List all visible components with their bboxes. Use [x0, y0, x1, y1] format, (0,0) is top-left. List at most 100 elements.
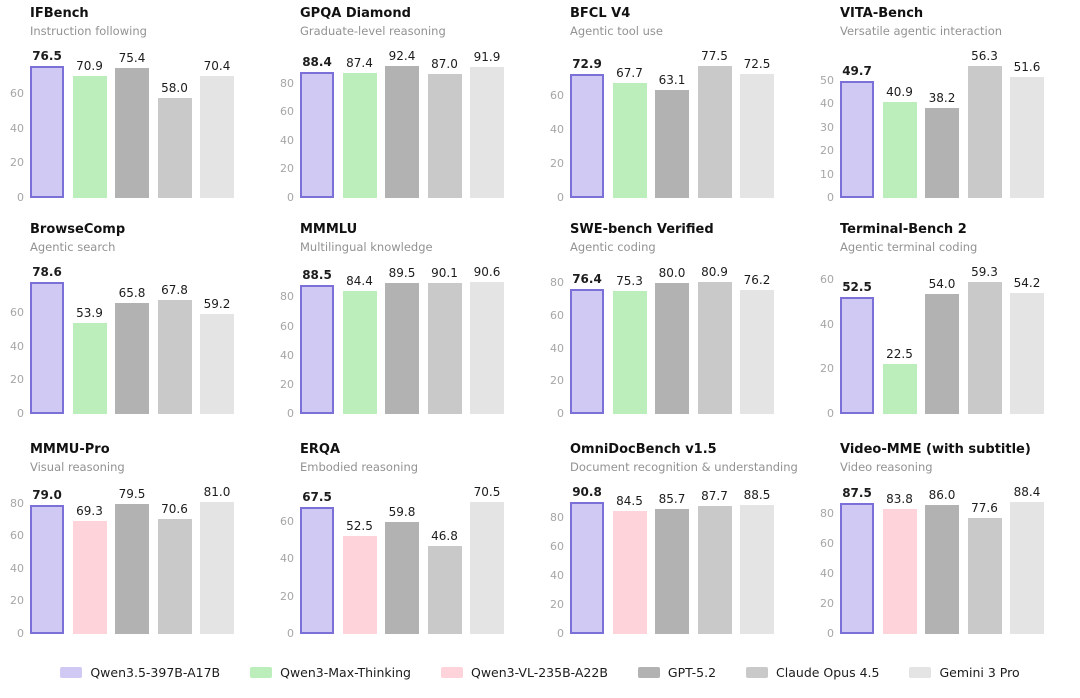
y-axis-tick-label: 20: [10, 156, 24, 170]
chart-title: OmniDocBench v1.5: [570, 442, 717, 457]
bar-value-label: 40.9: [886, 85, 913, 100]
bar-value-label: 79.5: [118, 487, 146, 502]
bar-value-label: 76.5: [32, 48, 62, 63]
chart-card: MMMLU Multilingual knowledge 0 20 40 60 80 88.5…: [270, 206, 540, 426]
bar-slot: 81.0: [200, 485, 234, 634]
bars-group: 72.9 67.7 63.1 77.5 72.5: [570, 49, 774, 198]
bar-slot: 80.0: [655, 266, 689, 414]
plot-area: 0 20 40 60 72.9 67.7 63.1 77.5 72.5: [550, 49, 774, 204]
y-axis-tick-label: 60: [280, 514, 294, 528]
bars-group: 78.6 53.9 65.8 67.8 59.2: [30, 265, 234, 414]
plot-area: 0 20 40 60 76.5 70.9 75.4 58.0 70.4: [10, 48, 234, 204]
bar-qwen3-5-397b-a17b: [300, 507, 334, 634]
bar-claude-opus-4-5: [157, 97, 192, 198]
plot-area: 0 20 40 60 80 88.4 87.4 92.4 87.0 91.9: [280, 48, 504, 204]
bar-slot: 90.8: [570, 485, 604, 634]
bar-gemini-3-pro: [740, 289, 774, 414]
bar-claude-opus-4-5: [427, 282, 462, 414]
legend-label: Gemini 3 Pro: [939, 664, 1020, 680]
bar-value-label: 65.8: [118, 286, 146, 301]
y-axis-tick-label: 20: [10, 373, 24, 387]
bar-slot: 90.1: [427, 266, 462, 414]
y-axis-tick-label: 0: [557, 407, 564, 420]
bar-slot: 69.3: [72, 486, 107, 634]
bar-gemini-3-pro: [1010, 501, 1044, 634]
bar-slot: 92.4: [385, 48, 419, 198]
y-axis-tick-label: 60: [280, 105, 294, 119]
bar-value-label: 54.0: [928, 276, 956, 291]
bar-qwen3-5-397b-a17b: [570, 73, 604, 198]
bar-gpt-5-2: [385, 521, 419, 634]
y-axis-tick-label: 0: [287, 407, 294, 420]
bar-slot: 88.4: [300, 50, 334, 198]
bar-slot: 70.5: [470, 485, 504, 634]
bar-value-label: 80.0: [658, 266, 686, 281]
bar-value-label: 83.8: [886, 491, 913, 506]
bar-slot: 59.3: [967, 264, 1002, 414]
chart-subtitle: Agentic tool use: [570, 24, 663, 38]
bar-value-label: 72.9: [572, 56, 602, 71]
bar-value-label: 67.8: [161, 283, 188, 298]
y-axis-tick-label: 60: [10, 306, 24, 320]
bar-gpt-5-2: [925, 505, 959, 634]
bar-slot: 70.4: [200, 50, 234, 198]
y-axis-tick-label: 20: [820, 597, 834, 611]
bar-gpt-5-2: [655, 283, 689, 414]
bar-qwen3-5-397b-a17b: [840, 81, 874, 198]
y-axis-tick-label: 40: [820, 317, 834, 331]
y-axis-tick-label: 30: [820, 120, 834, 134]
bar-qwen3-5-397b-a17b: [30, 65, 64, 198]
bar-gemini-3-pro: [470, 501, 504, 634]
bar-qwen3-vl-235b-a22b: [612, 511, 647, 634]
bar-value-label: 59.3: [971, 264, 998, 279]
bars-group: 67.5 52.5 59.8 46.8 70.5: [300, 485, 504, 634]
chart-card: SWE-bench Verified Agentic coding 0 20 40 60 8…: [540, 206, 810, 426]
chart-subtitle: Agentic coding: [570, 240, 656, 254]
bar-gpt-5-2: [925, 293, 959, 414]
bar-slot: 84.5: [612, 486, 647, 634]
bar-slot: 40.9: [882, 50, 917, 198]
bar-slot: 49.7: [840, 50, 874, 198]
bar-claude-opus-4-5: [967, 281, 1002, 414]
legend-label: GPT-5.2: [667, 664, 717, 680]
chart-card: IFBench Instruction following 0 20 40 60 76.5 7…: [0, 0, 270, 206]
chart-title: BFCL V4: [570, 6, 631, 21]
plot-area: 0 10 20 30 40 50 49.7 40.9 38.2 56.3 51.6: [820, 48, 1044, 204]
bar-slot: 72.9: [570, 50, 604, 198]
bar-value-label: 87.4: [346, 56, 373, 71]
y-axis-tick-label: 0: [557, 191, 564, 204]
bar-value-label: 92.4: [388, 48, 416, 63]
bar-value-label: 85.7: [658, 492, 686, 507]
bar-slot: 51.6: [1010, 50, 1044, 198]
bar-gpt-5-2: [385, 65, 419, 198]
y-axis-tick-label: 20: [550, 597, 564, 611]
bar-value-label: 69.3: [76, 503, 103, 518]
bar-qwen3-5-397b-a17b: [300, 284, 334, 414]
legend-swatch-claude-opus-45: [746, 666, 769, 678]
legend-label: Qwen3.5-397B-A17B: [90, 664, 221, 680]
bar-value-label: 59.8: [388, 504, 416, 519]
y-axis-tick-label: 50: [820, 73, 834, 87]
bar-value-label: 84.5: [616, 494, 643, 509]
bars-group: 87.5 83.8 86.0 77.6 88.4: [840, 485, 1044, 634]
y-axis-tick-label: 40: [280, 348, 294, 362]
bar-slot: 79.5: [115, 486, 149, 634]
bar-claude-opus-4-5: [967, 65, 1002, 198]
bar-value-label: 56.3: [971, 48, 998, 63]
plot-area: 0 20 40 60 67.5 52.5 59.8 46.8 70.5: [280, 485, 504, 640]
bar-gpt-5-2: [115, 303, 149, 414]
plot-area: 0 20 40 60 80 76.4 75.3 80.0 80.9 76.2: [550, 265, 774, 420]
y-axis-tick-label: 80: [10, 496, 24, 510]
y-axis-tick-label: 60: [550, 539, 564, 553]
bar-value-label: 88.5: [302, 267, 332, 282]
bar-slot: 77.5: [697, 49, 732, 198]
chart-title: MMMLU: [300, 222, 358, 237]
chart-title: Terminal-Bench 2: [840, 222, 967, 237]
legend-label: Claude Opus 4.5: [776, 664, 880, 680]
bar-gemini-3-pro: [470, 66, 504, 198]
y-axis-tick-label: 60: [10, 87, 24, 101]
bar-gpt-5-2: [655, 90, 689, 198]
bar-slot: 65.8: [115, 266, 149, 414]
plot-area: 0 20 40 60 80 88.5 84.4 89.5 90.1 90.6: [280, 265, 504, 420]
chart-subtitle: Versatile agentic interaction: [840, 24, 1003, 38]
